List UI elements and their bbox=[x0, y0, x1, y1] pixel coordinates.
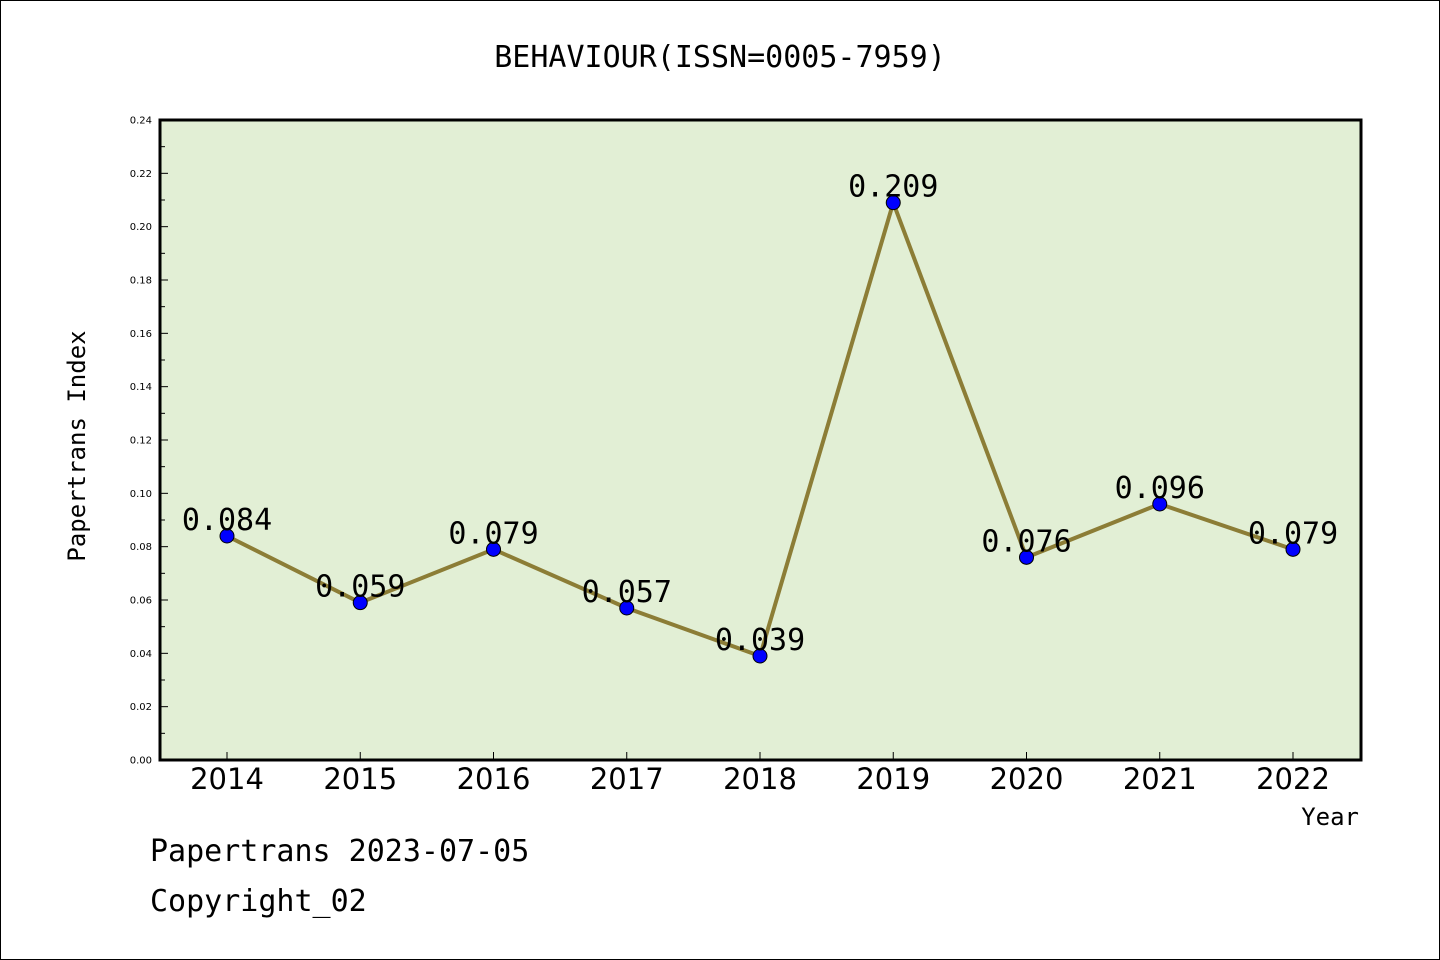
y-tick-label: 0.22 bbox=[130, 169, 152, 180]
y-tick-label: 0.06 bbox=[130, 596, 152, 607]
x-axis: 2014 2015 2016 2017 2018 2019 2020 2021 2022 bbox=[190, 752, 1330, 796]
data-label: 0.096 bbox=[1115, 471, 1205, 506]
data-point bbox=[1152, 496, 1168, 512]
x-tick-label: 2014 bbox=[190, 762, 264, 796]
y-tick-label: 0.02 bbox=[130, 702, 152, 713]
x-tick-label: 2018 bbox=[723, 762, 797, 796]
x-tick-label: 2020 bbox=[990, 762, 1064, 796]
y-axis-label: Papertrans Index bbox=[63, 330, 91, 561]
y-tick-label: 0.14 bbox=[130, 382, 152, 393]
data-label: 0.057 bbox=[582, 575, 672, 610]
data-point bbox=[352, 595, 368, 611]
x-axis-label: Year bbox=[1301, 803, 1359, 831]
y-tick-label: 0.18 bbox=[130, 276, 152, 287]
data-label: 0.084 bbox=[182, 503, 272, 538]
footer-copyright: Copyright_02 bbox=[150, 884, 367, 919]
data-point bbox=[1019, 549, 1034, 565]
y-tick-label: 0.08 bbox=[130, 542, 152, 553]
footer-date: Papertrans 2023-07-05 bbox=[150, 834, 530, 869]
data-label: 0.039 bbox=[715, 623, 805, 658]
y-axis: 0.00 0.02 0.04 0.06 0.08 0.10 0.12 0.14 0.16 0.18… bbox=[130, 116, 168, 767]
data-label: 0.059 bbox=[315, 570, 405, 605]
x-tick-label: 2019 bbox=[856, 762, 930, 796]
y-tick-label: 0.10 bbox=[130, 489, 152, 500]
data-point bbox=[619, 600, 635, 616]
y-tick-label: 0.00 bbox=[130, 756, 152, 767]
x-tick-label: 2022 bbox=[1256, 762, 1330, 796]
data-label: 0.079 bbox=[1248, 516, 1338, 551]
x-tick-label: 2015 bbox=[323, 762, 397, 796]
y-tick-label: 0.04 bbox=[130, 649, 152, 660]
data-point bbox=[486, 541, 501, 557]
y-tick-label: 0.12 bbox=[130, 436, 152, 447]
data-point bbox=[1285, 541, 1301, 557]
data-point bbox=[219, 528, 235, 544]
plot-border bbox=[158, 118, 1363, 762]
data-label: 0.079 bbox=[448, 516, 538, 551]
data-label: 0.076 bbox=[981, 524, 1071, 559]
data-label: 0.209 bbox=[848, 170, 938, 205]
data-point bbox=[752, 648, 768, 664]
x-tick-label: 2016 bbox=[457, 762, 531, 796]
y-tick-label: 0.24 bbox=[130, 116, 152, 127]
x-tick-label: 2021 bbox=[1123, 762, 1197, 796]
series-markers bbox=[219, 195, 1301, 664]
y-tick-label: 0.16 bbox=[130, 329, 152, 340]
chart-title: BEHAVIOUR(ISSN=0005-7959) bbox=[494, 40, 946, 75]
data-labels: 0.084 0.059 0.079 0.057 0.039 0.209 0.076 0.096… bbox=[182, 170, 1338, 658]
y-tick-label: 0.20 bbox=[130, 222, 152, 233]
plot-area bbox=[160, 120, 1361, 760]
data-point bbox=[885, 195, 901, 211]
x-tick-label: 2017 bbox=[590, 762, 664, 796]
